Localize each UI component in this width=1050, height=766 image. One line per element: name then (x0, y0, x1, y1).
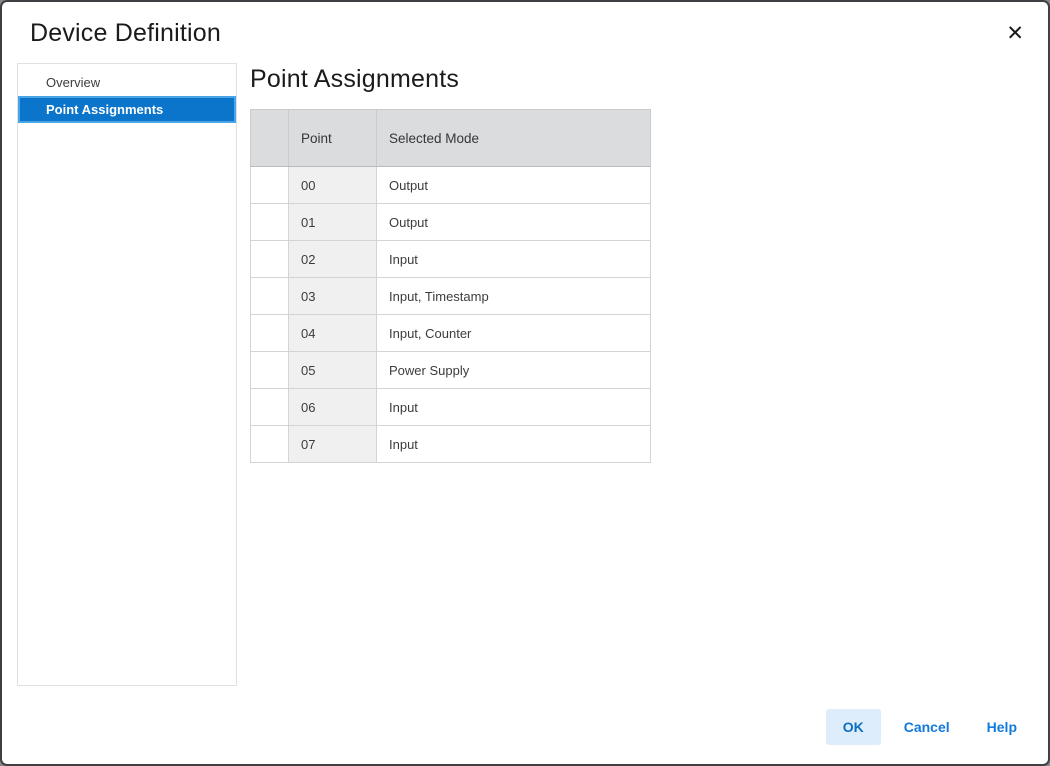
point-cell: 04 (288, 314, 377, 352)
mode-cell[interactable]: Input (376, 425, 651, 463)
row-selector-cell[interactable] (250, 388, 289, 426)
table-row[interactable]: 04 Input, Counter (250, 314, 651, 352)
mode-cell[interactable]: Output (376, 166, 651, 204)
point-cell: 02 (288, 240, 377, 278)
table-row[interactable]: 00 Output (250, 166, 651, 204)
help-button[interactable]: Help (973, 709, 1031, 745)
point-assignments-table: Point Selected Mode 00 Output 01 Output 02 In… (250, 109, 651, 463)
page-title: Point Assignments (250, 65, 460, 93)
column-header-mode: Selected Mode (376, 109, 651, 167)
row-selector-cell[interactable] (250, 314, 289, 352)
point-cell: 03 (288, 277, 377, 315)
mode-cell[interactable]: Power Supply (376, 351, 651, 389)
mode-cell[interactable]: Input, Counter (376, 314, 651, 352)
row-selector-cell[interactable] (250, 351, 289, 389)
sidebar: Overview Point Assignments (17, 63, 237, 686)
column-header-selector (250, 109, 289, 167)
point-cell: 07 (288, 425, 377, 463)
dialog-title: Device Definition (30, 19, 221, 47)
table-row[interactable]: 03 Input, Timestamp (250, 277, 651, 315)
table-row[interactable]: 05 Power Supply (250, 351, 651, 389)
point-cell: 01 (288, 203, 377, 241)
close-icon[interactable]: ✕ (996, 17, 1034, 50)
table-row[interactable]: 06 Input (250, 388, 651, 426)
row-selector-cell[interactable] (250, 240, 289, 278)
point-cell: 05 (288, 351, 377, 389)
mode-cell[interactable]: Input (376, 388, 651, 426)
row-selector-cell[interactable] (250, 166, 289, 204)
mode-cell[interactable]: Input (376, 240, 651, 278)
sidebar-item-point-assignments[interactable]: Point Assignments (18, 96, 236, 123)
row-selector-cell[interactable] (250, 277, 289, 315)
dialog-body: Overview Point Assignments Point Assignm… (2, 50, 1048, 709)
table-row[interactable]: 01 Output (250, 203, 651, 241)
point-cell: 00 (288, 166, 377, 204)
dialog-footer: OK Cancel Help (2, 709, 1048, 764)
dialog-header: Device Definition ✕ (2, 2, 1048, 50)
cancel-button[interactable]: Cancel (890, 709, 964, 745)
point-cell: 06 (288, 388, 377, 426)
mode-cell[interactable]: Output (376, 203, 651, 241)
main-content: Point Assignments Point Selected Mode 00… (250, 63, 1033, 463)
row-selector-cell[interactable] (250, 203, 289, 241)
column-header-point: Point (288, 109, 377, 167)
table-row[interactable]: 07 Input (250, 425, 651, 463)
table-row[interactable]: 02 Input (250, 240, 651, 278)
table-header-row: Point Selected Mode (250, 109, 651, 167)
mode-cell[interactable]: Input, Timestamp (376, 277, 651, 315)
ok-button[interactable]: OK (825, 709, 881, 745)
row-selector-cell[interactable] (250, 425, 289, 463)
sidebar-item-overview[interactable]: Overview (46, 74, 101, 90)
